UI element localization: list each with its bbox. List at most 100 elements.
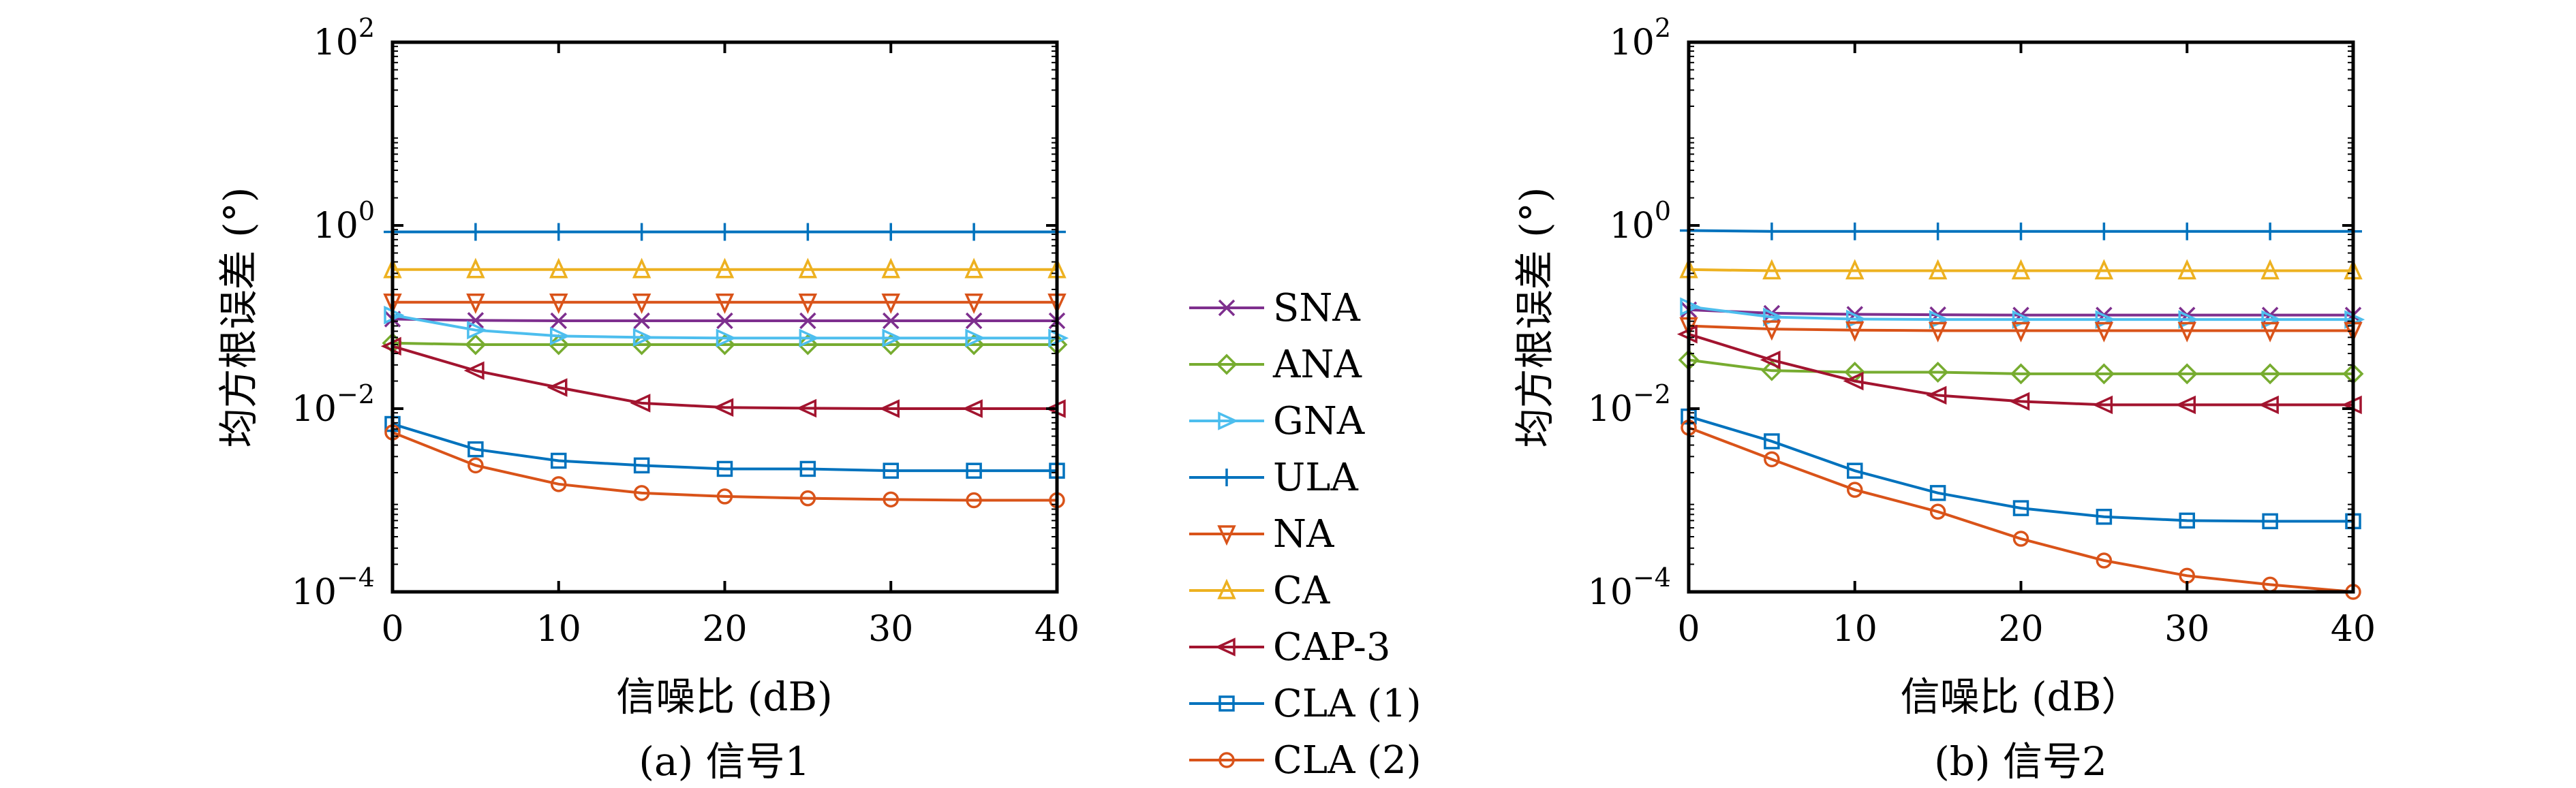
series-ca xyxy=(1679,257,2363,280)
data-point-sna xyxy=(467,312,485,329)
data-point-ca xyxy=(964,257,983,279)
data-point-ca xyxy=(715,257,735,279)
data-point-cla-1 xyxy=(1929,485,1946,501)
x-tick-label: 10 xyxy=(1833,609,1877,650)
data-point-sna xyxy=(799,312,816,330)
data-point-ula xyxy=(2261,222,2280,240)
plot-frame xyxy=(390,40,1059,594)
data-point-ula xyxy=(549,223,568,241)
panel-a-signal1: 0 10 20 30 40 10−4 10−2 100 102 均方根误差 (°) 信噪比 (d… xyxy=(215,13,1079,785)
data-point-ula xyxy=(2012,222,2030,240)
data-point-ca xyxy=(549,257,568,279)
legend-label: CLA (1) xyxy=(1273,682,1422,726)
data-point-sna xyxy=(965,312,983,330)
legend-item-cap-3: CAP-3 xyxy=(1189,625,1390,669)
legend-marker xyxy=(1218,695,1235,712)
legend-marker xyxy=(1218,752,1235,768)
series-cla-1 xyxy=(1681,408,2361,530)
legend-label: CA xyxy=(1273,569,1330,613)
x-axis-label: 信噪比 (dB） xyxy=(1901,674,2141,720)
data-point-gna xyxy=(550,326,570,346)
data-point-gna xyxy=(799,328,820,348)
data-point-cla-2 xyxy=(633,485,650,501)
data-point-ula xyxy=(882,223,900,241)
data-point-cla-2 xyxy=(1764,451,1780,468)
data-point-na xyxy=(1928,321,1948,343)
data-point-ana xyxy=(1927,362,1949,383)
data-point-cla-2 xyxy=(799,490,816,507)
data-point-na xyxy=(1762,320,1781,341)
data-point-na xyxy=(632,294,651,314)
legend-marker xyxy=(1218,469,1236,486)
data-point-ana xyxy=(880,334,902,356)
data-point-sna xyxy=(550,312,567,330)
legend-item-ula: ULA xyxy=(1189,456,1358,500)
series-cap-3 xyxy=(1676,324,2362,415)
x-tick-label: 20 xyxy=(702,609,747,650)
data-point-cap-3 xyxy=(463,361,485,380)
data-point-cap-3 xyxy=(1926,385,1947,405)
series-na xyxy=(1679,317,2363,343)
data-point-ula xyxy=(965,223,983,241)
data-point-ana xyxy=(2093,363,2115,385)
series-na xyxy=(383,294,1067,314)
caption: (a) 信号1 xyxy=(639,738,810,785)
x-tick-label: 10 xyxy=(536,609,581,650)
legend-label: CLA (2) xyxy=(1273,738,1422,783)
data-point-gna xyxy=(965,328,986,348)
series-cla-1 xyxy=(384,415,1065,479)
data-point-cap-3 xyxy=(2258,395,2279,415)
data-point-cla-2 xyxy=(716,488,733,505)
y-tick-label: 102 xyxy=(1610,13,1671,63)
y-tick-label: 10−2 xyxy=(292,379,375,430)
data-point-cla-1 xyxy=(716,460,733,477)
x-tick-label: 30 xyxy=(2164,609,2209,650)
y-tick-label: 102 xyxy=(313,13,375,63)
data-point-cla-1 xyxy=(633,457,650,474)
data-point-cla-1 xyxy=(467,441,484,458)
series-ca xyxy=(383,257,1067,279)
data-point-ca xyxy=(798,257,818,279)
series-line-ana xyxy=(1688,358,2353,375)
legend-marker xyxy=(1217,578,1236,599)
data-point-na xyxy=(2011,321,2031,343)
data-point-cla-1 xyxy=(551,452,567,469)
data-point-cla-1 xyxy=(2179,512,2195,529)
series-line-gna xyxy=(392,313,1057,340)
data-point-ula xyxy=(1929,222,1947,240)
legend-label: ULA xyxy=(1273,456,1358,500)
data-point-cap-3 xyxy=(1760,350,1781,370)
x-tick-label: 40 xyxy=(2331,609,2376,650)
data-point-cla-1 xyxy=(2012,500,2029,516)
y-tick-label: 10−2 xyxy=(1588,379,1671,430)
series-ula xyxy=(384,223,1066,241)
data-point-cla-2 xyxy=(551,476,567,492)
data-point-ula xyxy=(2095,222,2113,240)
data-point-ca xyxy=(1845,259,1865,280)
legend-label: CAP-3 xyxy=(1273,625,1390,669)
data-point-ana xyxy=(797,334,818,356)
data-point-cla-1 xyxy=(1847,462,1863,479)
data-point-cap-3 xyxy=(1843,371,1864,391)
data-point-ca xyxy=(632,257,651,279)
series-line-ana xyxy=(392,341,1057,346)
legend-label: ANA xyxy=(1272,343,1362,387)
data-point-na xyxy=(2177,321,2196,343)
data-point-na xyxy=(2094,321,2114,343)
data-point-ana xyxy=(2010,363,2031,385)
series-line-cap-3 xyxy=(1688,332,2353,407)
data-point-cap-3 xyxy=(713,398,734,417)
data-point-ula xyxy=(2178,222,2196,240)
data-point-cap-3 xyxy=(879,399,900,418)
x-axis-label: 信噪比 (dB) xyxy=(616,674,832,720)
data-point-ula xyxy=(799,223,817,241)
data-point-ana xyxy=(2259,363,2281,385)
legend-label: GNA xyxy=(1273,399,1365,443)
series-line-gna xyxy=(1688,305,2353,321)
legend-item-cla-2: CLA (2) xyxy=(1189,738,1422,783)
legend-marker xyxy=(1218,411,1239,430)
y-tick-label: 10−4 xyxy=(1588,563,1671,613)
data-point-gna xyxy=(467,320,488,340)
data-point-ca xyxy=(2177,259,2196,280)
legend-marker xyxy=(1217,525,1236,546)
